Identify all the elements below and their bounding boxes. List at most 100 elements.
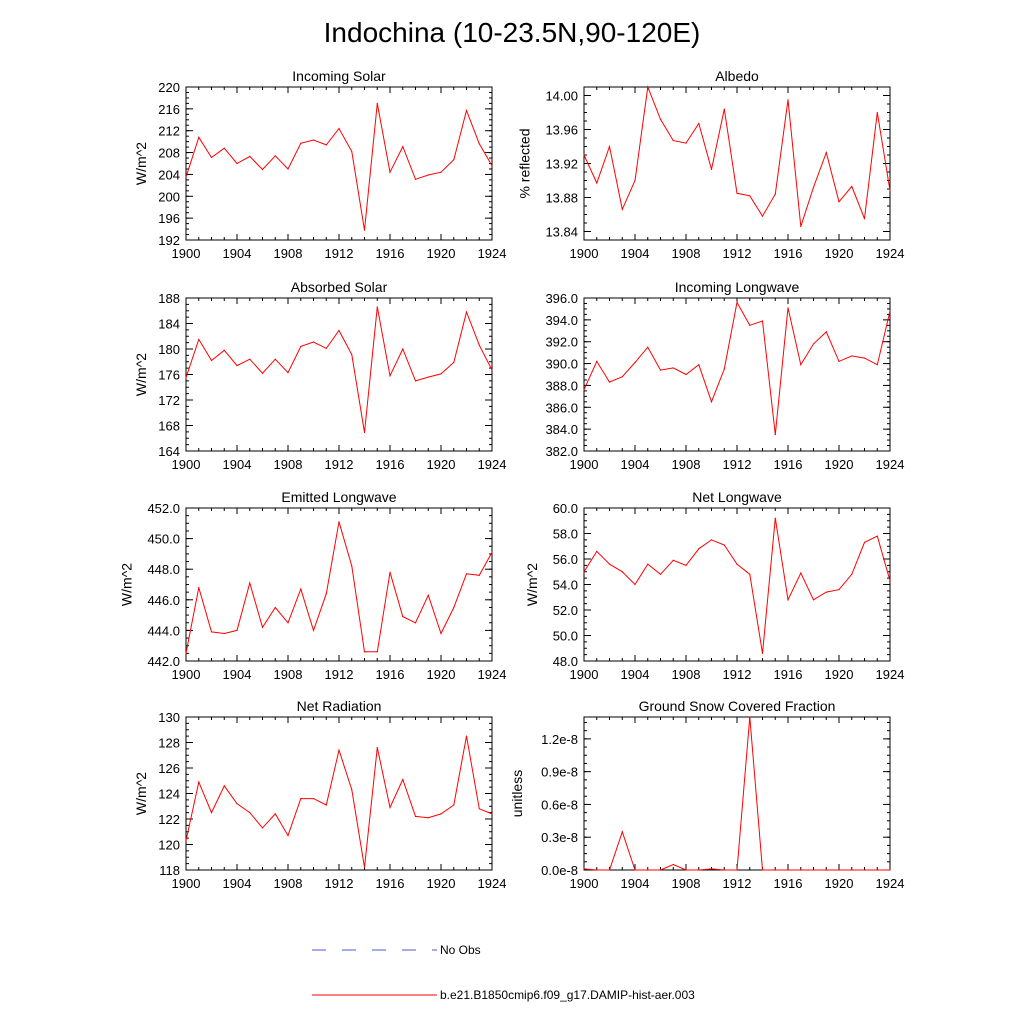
data-point	[325, 804, 327, 806]
plot-frame	[583, 716, 891, 871]
data-point	[427, 817, 429, 819]
series-line	[185, 521, 493, 654]
x-tick-label: 1904	[621, 246, 650, 261]
data-point	[710, 539, 713, 541]
y-tick-label: 446.0	[147, 593, 180, 608]
data-point	[876, 111, 878, 114]
data-point	[698, 364, 700, 366]
x-tick-label: 1904	[223, 246, 252, 261]
data-point	[414, 815, 417, 818]
data-point	[363, 431, 366, 434]
data-point	[236, 364, 238, 367]
data-point	[583, 571, 585, 573]
data-point	[376, 306, 378, 308]
data-point	[427, 594, 429, 596]
data-point	[261, 827, 264, 829]
data-point	[838, 869, 840, 871]
data-point	[274, 813, 276, 815]
x-tick-label: 1920	[427, 246, 456, 261]
x-tick-label: 1908	[274, 246, 303, 261]
chart-panel-4: Emitted Longwave 1900 1904 1908 1912 1916 1920…	[119, 489, 507, 682]
y-tick-label: 220	[158, 80, 180, 95]
chart-title: Incoming Solar	[292, 68, 386, 84]
data-point	[838, 360, 840, 362]
x-tick-label: 1900	[570, 457, 599, 472]
data-point	[685, 869, 687, 871]
data-point	[389, 171, 391, 173]
data-point	[608, 869, 611, 871]
data-point	[491, 165, 493, 167]
data-point	[800, 869, 802, 871]
x-tick-label: 1924	[876, 876, 905, 891]
data-point	[621, 208, 623, 210]
chart-title: Net Longwave	[692, 489, 782, 505]
chart-panel-0: Incoming Solar 1900 1904 1908 1912 1916 1920 19…	[133, 68, 506, 261]
y-tick-label: 1.2e-8	[541, 732, 578, 747]
data-point	[491, 551, 493, 553]
data-point	[812, 869, 815, 871]
data-point	[312, 341, 315, 343]
chart-title: Incoming Longwave	[675, 279, 800, 295]
x-tick-label: 1912	[723, 876, 752, 891]
data-point	[647, 869, 649, 871]
y-tick-label: 128	[158, 736, 180, 751]
x-tick-label: 1912	[723, 457, 752, 472]
x-tick-label: 1920	[427, 876, 456, 891]
data-point	[672, 139, 674, 142]
y-tick-label: 196	[158, 211, 180, 226]
data-point	[312, 798, 315, 800]
x-tick-label: 1920	[427, 457, 456, 472]
x-tick-label: 1908	[672, 246, 701, 261]
x-tick-label: 1904	[621, 667, 650, 682]
x-tick-label: 1912	[325, 457, 354, 472]
data-point	[351, 565, 353, 567]
plot-frame	[583, 507, 891, 662]
data-point	[608, 381, 611, 383]
data-point	[710, 401, 713, 403]
y-tick-label: 122	[158, 812, 180, 827]
data-point	[312, 139, 315, 141]
y-tick-label: 200	[158, 189, 180, 204]
y-tick-label: 448.0	[147, 562, 180, 577]
x-tick-label: 1900	[172, 457, 201, 472]
data-point	[698, 122, 700, 125]
data-point	[736, 192, 738, 194]
x-tick-label: 1924	[478, 667, 507, 682]
data-point	[440, 632, 442, 635]
data-point	[812, 599, 815, 601]
data-point	[672, 367, 674, 369]
x-tick-label: 1924	[478, 246, 507, 261]
data-point	[659, 869, 662, 871]
y-tick-label: 452.0	[147, 501, 180, 516]
data-point	[198, 136, 200, 138]
data-point	[465, 311, 468, 313]
y-tick-label: 13.96	[545, 123, 578, 138]
data-point	[774, 193, 776, 195]
data-point	[236, 162, 238, 165]
y-tick-label: 0.9e-8	[541, 765, 578, 780]
data-point	[634, 869, 636, 871]
data-point	[236, 803, 238, 805]
data-point	[440, 171, 442, 173]
y-tick-label: 120	[158, 838, 180, 853]
data-point	[389, 571, 391, 573]
x-tick-label: 1912	[325, 246, 354, 261]
data-point	[787, 599, 789, 601]
data-point	[889, 190, 891, 192]
data-point	[685, 564, 687, 566]
y-axis-label: W/m^2	[133, 772, 149, 815]
data-point	[800, 364, 802, 366]
series-line	[583, 85, 891, 227]
y-tick-label: 130	[158, 710, 180, 725]
data-point	[376, 651, 378, 653]
data-point	[287, 168, 289, 170]
data-point	[634, 179, 636, 182]
data-point	[198, 586, 200, 589]
data-point	[351, 789, 353, 791]
data-point	[825, 591, 827, 593]
data-point	[583, 154, 585, 156]
y-tick-label: 14.00	[545, 89, 578, 104]
data-point	[672, 863, 674, 866]
y-tick-label: 212	[158, 124, 180, 139]
data-point	[249, 155, 251, 157]
